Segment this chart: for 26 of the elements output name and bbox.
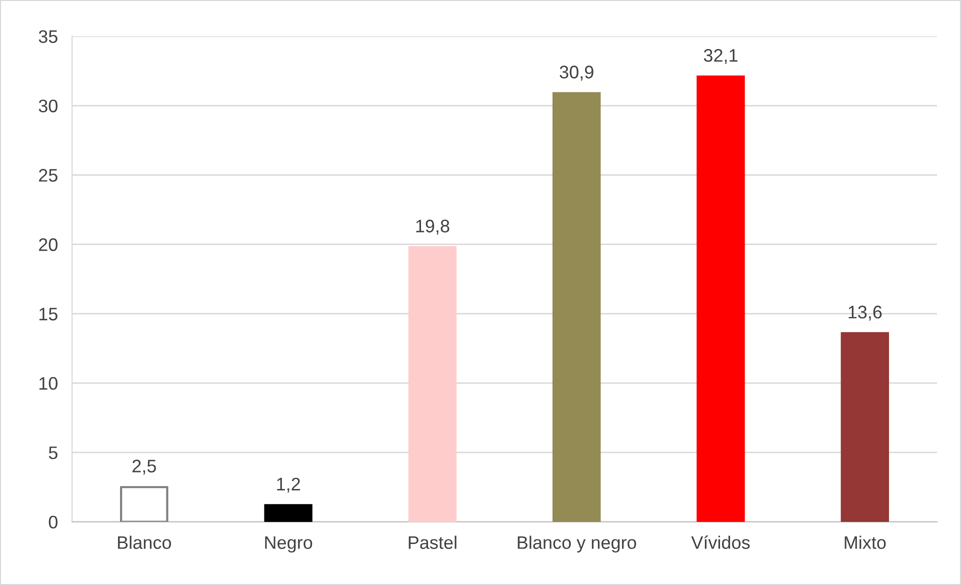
x-tick-label: Vívidos	[691, 535, 750, 549]
bar	[264, 504, 312, 522]
y-tick-label: 10	[39, 377, 58, 390]
bar	[120, 486, 168, 522]
data-label: 32,1	[704, 49, 738, 64]
y-tick-label: 15	[39, 308, 58, 320]
data-label: 2,5	[132, 460, 156, 475]
x-tick-label: Blanco	[118, 536, 171, 549]
data-label: 1,2	[277, 478, 300, 493]
x-tick-label: Negro	[265, 536, 312, 553]
y-tick-label: 35	[38, 30, 58, 43]
y-tick-label: 30	[38, 100, 58, 112]
bar	[408, 246, 457, 522]
data-label: 30,9	[560, 66, 594, 81]
x-tick-label: Mixto	[844, 536, 886, 549]
bar	[552, 92, 601, 522]
x-tick-label: Pastel	[408, 536, 456, 549]
data-label: 19,8	[416, 220, 450, 235]
data-label: 13,6	[848, 306, 882, 321]
y-tick-label: 20	[39, 238, 58, 252]
y-tick-label: 0	[48, 516, 58, 529]
bar	[840, 332, 890, 522]
x-tick-label: Blanco y negro	[518, 536, 636, 553]
bar	[696, 75, 745, 522]
y-tick-label: 25	[39, 168, 58, 182]
y-tick-label: 5	[48, 446, 58, 460]
